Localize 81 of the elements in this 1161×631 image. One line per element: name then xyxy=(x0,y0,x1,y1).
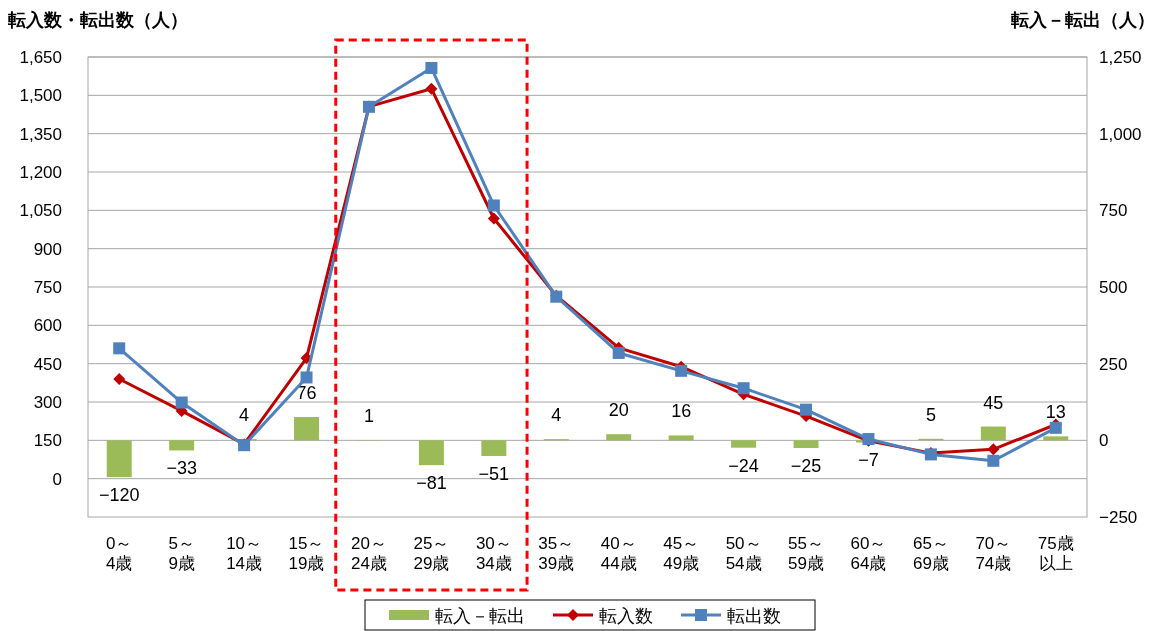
y-axis-title: 転入数・転出数（人） xyxy=(8,10,188,30)
y-tick-label: 1,350 xyxy=(19,124,62,144)
y-tick-label: 900 xyxy=(33,239,62,259)
bar xyxy=(668,435,694,441)
point xyxy=(987,454,1000,467)
data-label: −25 xyxy=(790,456,822,476)
bar xyxy=(793,440,819,448)
x-tick-label: 5～9歳 xyxy=(168,534,195,573)
data-label: 45 xyxy=(983,392,1004,413)
data-label: −51 xyxy=(478,463,510,484)
data-label: 1 xyxy=(363,406,374,427)
y-tick-label: 600 xyxy=(33,316,62,336)
bar xyxy=(731,440,757,448)
point xyxy=(675,364,688,377)
point xyxy=(487,212,500,225)
data-label: −33 xyxy=(166,458,197,479)
y2-axis-title: 転入－転出（人） xyxy=(1011,10,1155,30)
x-tick-label: 35～39歳 xyxy=(538,534,575,573)
data-label: 13 xyxy=(1045,402,1066,423)
y-tick-label: 450 xyxy=(33,354,62,374)
x-tick-label: 60～64歳 xyxy=(850,534,887,573)
point xyxy=(612,346,625,359)
data-label: 5 xyxy=(925,404,936,425)
point xyxy=(113,342,126,355)
point xyxy=(800,403,813,416)
point xyxy=(487,199,500,212)
y-tick-label: 150 xyxy=(33,431,62,451)
y2-tick-label: 0 xyxy=(1099,431,1109,451)
y-tick-label: 300 xyxy=(33,393,62,412)
x-tick-label: 30～34歳 xyxy=(475,534,512,573)
legend-label: 転入数 xyxy=(599,606,653,626)
data-label: 76 xyxy=(296,383,317,404)
x-tick-label: 0～4歳 xyxy=(105,534,133,573)
point xyxy=(987,443,1000,456)
data-label: 20 xyxy=(608,400,629,421)
data-label: −120 xyxy=(98,485,140,506)
data-label: −7 xyxy=(858,450,879,471)
point xyxy=(300,371,313,384)
legend-label: 転出数 xyxy=(727,606,781,626)
x-tick-label: 45～49歳 xyxy=(663,534,700,573)
x-tick-label: 75歳以上 xyxy=(1037,534,1074,573)
x-tick-label: 40～44歳 xyxy=(600,534,637,573)
data-label: 4 xyxy=(551,405,562,426)
bar xyxy=(980,426,1006,441)
y2-tick-label: 500 xyxy=(1099,278,1128,297)
y-tick-label: 1,050 xyxy=(19,201,62,221)
y-tick-label: 0 xyxy=(52,469,62,489)
x-tick-label: 70～74歳 xyxy=(975,534,1012,573)
data-label: −24 xyxy=(728,455,759,476)
y2-tick-label: 1,000 xyxy=(1099,124,1142,144)
bar xyxy=(294,417,320,441)
point xyxy=(737,382,750,395)
y-tick-label: 750 xyxy=(33,278,62,297)
bar xyxy=(481,440,507,456)
y-tick-label: 1,650 xyxy=(19,48,62,67)
x-tick-label: 65～69歳 xyxy=(912,534,949,573)
data-label: 16 xyxy=(671,401,692,422)
x-tick-label: 10～14歳 xyxy=(226,534,263,573)
y2-tick-label: 750 xyxy=(1099,201,1128,221)
bar xyxy=(169,440,195,451)
x-tick-label: 50～54歳 xyxy=(725,534,762,573)
x-tick-label: 55～59歳 xyxy=(788,534,824,573)
point xyxy=(425,61,438,74)
y-tick-label: 1,200 xyxy=(19,163,62,182)
y2-tick-label: −250 xyxy=(1099,508,1138,527)
y2-tick-label: 1,250 xyxy=(1099,48,1142,67)
bar xyxy=(418,440,444,466)
x-tick-label: 15～19歳 xyxy=(288,534,325,573)
legend-label: 転入－転出 xyxy=(435,606,525,626)
point xyxy=(113,373,126,385)
point xyxy=(425,82,438,95)
x-tick-label: 25～29歳 xyxy=(413,534,450,573)
y-tick-label: 1,500 xyxy=(19,86,62,106)
bar xyxy=(1043,436,1069,441)
data-label: 4 xyxy=(239,405,250,426)
point xyxy=(175,396,188,409)
data-label: −81 xyxy=(416,473,447,494)
bar xyxy=(606,434,632,441)
x-tick-label: 20～24歳 xyxy=(351,534,387,573)
y2-tick-label: 250 xyxy=(1099,354,1128,374)
bar xyxy=(106,440,132,478)
